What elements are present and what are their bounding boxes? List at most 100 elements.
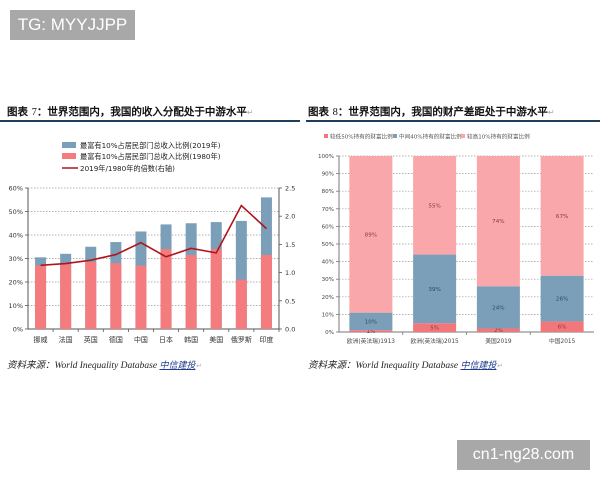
segment-label: 67%	[556, 214, 568, 220]
bar-1980	[35, 265, 47, 329]
y-tick-label: 80%	[322, 189, 334, 195]
segment-label: 55%	[428, 203, 440, 209]
y-tick-label: 60%	[9, 185, 23, 193]
figure7-source: 资料来源：World Inequality Database 中信建投↵	[7, 357, 201, 371]
stacked-segment	[413, 254, 457, 324]
y2-tick-label: 1.5	[285, 241, 295, 249]
figure8-title-text: ：世界范围内，我国的财产差距处于中游水平	[337, 106, 548, 118]
x-tick-label: 挪威	[34, 335, 48, 344]
figure8-title: 图表 8：世界范围内，我国的财产差距处于中游水平↵	[308, 104, 555, 119]
chart1-bars	[35, 197, 272, 329]
legend-swatch	[324, 134, 328, 138]
y2-tick-label: 0.0	[285, 326, 295, 334]
bar-1980	[260, 254, 272, 329]
x-tick-label: 美国2019	[485, 337, 512, 345]
stacked-segment	[476, 286, 520, 329]
legend-swatch-1980	[62, 153, 76, 159]
x-tick-label: 法国	[59, 335, 73, 344]
bar-1980	[235, 279, 247, 329]
bar-1980	[185, 254, 197, 329]
bar-1980	[160, 249, 172, 329]
y-tick-label: 30%	[322, 277, 334, 283]
y-tick-label: 10%	[9, 302, 23, 310]
wealth-share-chart: 较低50%持有的财富比例 中间40%持有的财富比例 较高10%持有的财富比例 0% 10…	[318, 133, 594, 345]
stacked-segment	[349, 330, 393, 332]
legend-label: 最富有10%占居民部门总收入比例(2019年)	[80, 141, 221, 150]
segment-label: 10%	[365, 319, 377, 325]
income-share-chart: 最富有10%占居民部门总收入比例(2019年) 最富有10%占居民部门总收入比例(…	[9, 141, 296, 344]
figure7-title-rule	[0, 120, 300, 122]
figure7-source-link[interactable]: 中信建投	[159, 361, 196, 371]
bar-1980	[110, 263, 122, 329]
y2-tick-label: 2.5	[285, 185, 295, 193]
stacked-segment	[476, 156, 520, 287]
bar-1980	[60, 264, 72, 329]
figure8-source: 资料来源：World Inequality Database 中信建投↵	[308, 357, 502, 371]
figure8-title-number: 8	[332, 107, 338, 118]
bar-1980	[210, 249, 222, 329]
x-tick-label: 中国	[134, 335, 148, 344]
x-tick-label: 德国	[109, 335, 123, 344]
legend-swatch	[393, 134, 397, 138]
x-tick-label: 中国2015	[549, 337, 576, 345]
ratio-line	[40, 204, 267, 267]
x-tick-label: 英国	[84, 335, 98, 344]
watermark-top-left: TG: MYYJJPP	[10, 10, 135, 40]
y-tick-label: 20%	[9, 279, 23, 287]
segment-label: 74%	[492, 219, 504, 225]
x-tick-label: 印度	[259, 335, 273, 344]
x-tick-label: 俄罗斯	[231, 335, 252, 344]
segment-label: 5%	[430, 326, 439, 332]
stacked-segment	[540, 275, 584, 322]
y-tick-label: 30%	[9, 255, 23, 263]
x-tick-label: 日本	[159, 335, 173, 344]
x-tick-label: 韩国	[184, 335, 198, 344]
figure8-source-text: 资料来源：World Inequality Database	[308, 361, 461, 371]
stacked-segment	[540, 321, 584, 332]
legend-swatch	[461, 134, 465, 138]
x-tick-label: 美国	[209, 335, 223, 344]
y2-tick-label: 2.0	[285, 213, 295, 221]
legend-label: 2019年/1980年的倍数(右轴)	[80, 164, 175, 173]
stacked-segment	[476, 328, 520, 332]
segment-label: 26%	[556, 297, 568, 303]
x-tick-label: 欧洲(英法瑞)1913	[347, 337, 396, 345]
return-mark-icon: ↵	[195, 362, 202, 370]
x-tick-label: 欧洲(英法瑞)2015	[410, 337, 459, 345]
y-tick-label: 50%	[322, 242, 334, 248]
figure7-source-text: 资料来源：World Inequality Database	[7, 361, 160, 371]
bar-2019	[235, 220, 247, 329]
return-mark-icon: ↵	[496, 362, 503, 370]
figure8-title-prefix: 图表	[308, 106, 333, 118]
stacked-segment	[540, 156, 584, 276]
segment-label: 6%	[558, 325, 567, 331]
figure8-title-rule	[306, 120, 600, 122]
legend-label: 中间40%持有的财富比例	[399, 133, 462, 141]
segment-label: 24%	[492, 305, 504, 311]
legend-label: 较低50%持有的财富比例	[330, 133, 393, 141]
figure7-title-prefix: 图表	[7, 106, 32, 118]
segment-label: 39%	[428, 287, 440, 293]
segment-label: 1%	[366, 329, 375, 335]
bar-1980	[135, 265, 147, 329]
y-tick-label: 0%	[13, 326, 23, 334]
figure7-title: 图表 7：世界范围内，我国的收入分配处于中游水平↵	[7, 104, 254, 119]
figure7-title-text: ：世界范围内，我国的收入分配处于中游水平	[36, 106, 247, 118]
stacked-segment	[413, 323, 457, 332]
y-tick-label: 100%	[318, 154, 334, 160]
stacked-segment	[349, 312, 393, 331]
stacked-segment	[349, 156, 393, 313]
chart2-bars: 1% 10% 89% 5% 39% 55% 2% 24% 74% 6% 26% 67%	[349, 156, 584, 335]
y-tick-label: 40%	[9, 232, 23, 240]
y-tick-label: 20%	[322, 295, 334, 301]
stacked-segment	[413, 156, 457, 255]
y-tick-label: 50%	[9, 208, 23, 216]
y2-tick-label: 0.5	[285, 297, 295, 305]
figure7-title-number: 7	[31, 107, 37, 118]
y-tick-label: 60%	[322, 224, 334, 230]
figure8-source-link[interactable]: 中信建投	[460, 361, 497, 371]
y-tick-label: 70%	[322, 207, 334, 213]
y2-tick-label: 1.0	[285, 269, 295, 277]
return-mark-icon: ↵	[547, 108, 555, 117]
chart2-legend: 较低50%持有的财富比例 中间40%持有的财富比例 较高10%持有的财富比例	[324, 133, 530, 141]
